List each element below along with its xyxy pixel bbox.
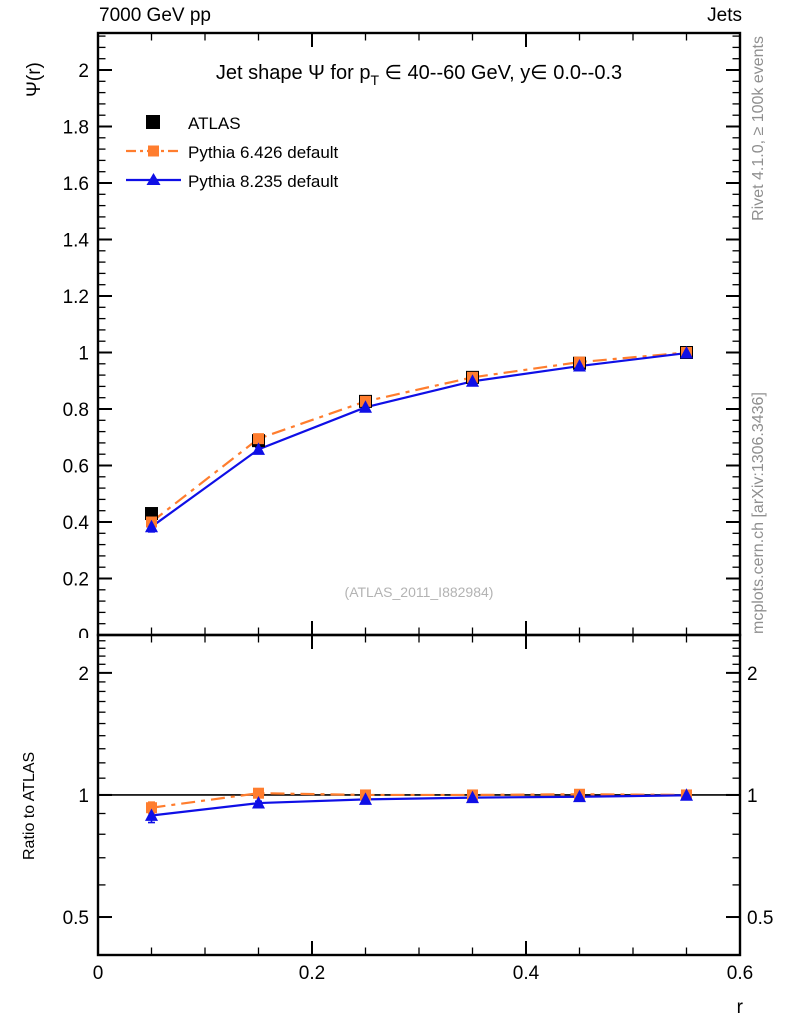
plot-title-part1: Jet shape Ψ for p [216, 62, 371, 84]
ratio-y-tick-label-left: 1 [78, 786, 89, 807]
pythia8-ratio-marker [466, 790, 479, 804]
rivet-version-label: Rivet 4.1.0, ≥ 100k events [750, 36, 767, 221]
analysis-id-watermark: (ATLAS_2011_I882984) [345, 584, 494, 600]
main-y-tick-label: 1.2 [63, 287, 89, 308]
pythia6-ratio-marker [253, 787, 264, 799]
main-y-tick-label: 0.4 [63, 513, 90, 534]
main-y-tick-label: 1.8 [63, 118, 89, 139]
legend-label-pythia6: Pythia 6.426 default [188, 143, 339, 162]
ratio-y-tick-label-right: 2 [747, 664, 758, 685]
legend-label-pythia8: Pythia 8.235 default [188, 172, 339, 191]
main-y-tick-label: 2 [78, 61, 89, 82]
pythia8-ratio-marker [680, 788, 693, 801]
pythia8-data-marker [680, 346, 693, 359]
legend-label-atlas: ATLAS [188, 114, 241, 133]
x-tick-label: 0.6 [727, 963, 753, 984]
legend: ATLAS Pythia 6.426 default Pythia 8.235 … [126, 114, 339, 191]
pythia8-data-marker [252, 442, 265, 455]
main-y-tick-label: 0.6 [63, 457, 89, 478]
beam-energy-label: 7000 GeV pp [99, 5, 211, 26]
ratio-y-axis-title: Ratio to ATLAS [21, 752, 38, 860]
main-y-tick-label: 1.6 [63, 174, 89, 195]
plot-title-part2: ∈ 40--60 GeV, y∈ 0.0--0.3 [379, 62, 622, 84]
pythia8-ratio-line [151, 794, 687, 817]
main-y-tick-label: 1 [78, 344, 89, 365]
pythia8-ratio-marker [145, 808, 158, 821]
analysis-group-label: Jets [707, 5, 742, 26]
x-tick-label: 0 [93, 963, 104, 984]
main-y-tick-label: 0 [78, 626, 89, 647]
label-clip-patch [58, 638, 96, 652]
x-axis-title: r [737, 997, 744, 1018]
ratio-y-tick-label-left: 0.5 [63, 908, 89, 929]
ratio-y-tick-label-right: 0.5 [747, 908, 773, 929]
pythia8-ratio-marker [252, 796, 265, 809]
main-y-tick-label: 0.8 [63, 400, 89, 421]
x-tick-label: 0.2 [299, 963, 325, 984]
pythia8-data-marker [145, 519, 158, 533]
main-y-tick-label: 0.2 [63, 570, 89, 591]
ratio-y-tick-label-left: 2 [78, 664, 89, 685]
chart-layer: 0 0.2 0.4 0.6 0.8 1 1.2 1.4 1.6 1.8 2 0 0.2 0.4 0.6 0.5… [58, 31, 773, 984]
pythia8-data-marker [466, 374, 479, 387]
pythia8-ratio-marker [573, 789, 586, 803]
main-y-axis-title: Ψ(r) [24, 62, 45, 97]
ratio-y-tick-label-right: 1 [747, 786, 758, 807]
pythia6-data-marker [253, 433, 264, 445]
main-y-tick-label: 1.4 [63, 231, 90, 252]
legend-marker-pythia8 [146, 173, 161, 185]
plot-title-subscript: T [370, 72, 379, 88]
pythia8-data-marker [573, 359, 586, 372]
pythia6-ratio-marker [146, 802, 157, 814]
mcplots-credit-label: mcplots.cern.ch [arXiv:1306.3436] [750, 392, 767, 634]
x-tick-label: 0.4 [513, 963, 540, 984]
pythia8-data-marker [359, 400, 372, 413]
legend-marker-pythia6 [148, 145, 159, 157]
pythia8-ratio-marker [359, 792, 372, 805]
legend-marker-atlas [146, 115, 160, 129]
pythia8-line [150, 351, 687, 528]
plot-title: Jet shape Ψ for pT ∈ 40--60 GeV, y∈ 0.0-… [216, 62, 622, 88]
pythia6-line [150, 351, 687, 523]
